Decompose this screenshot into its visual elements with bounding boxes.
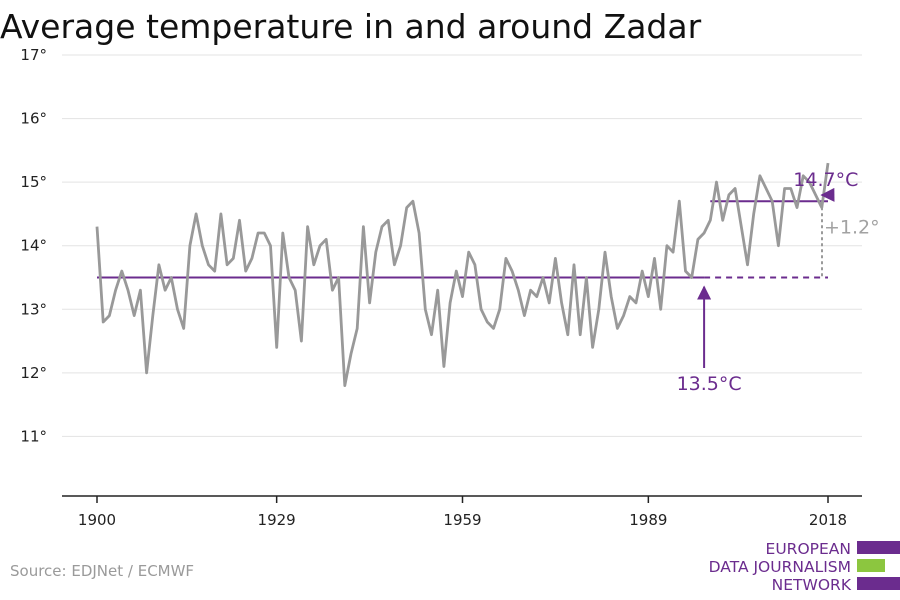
chart-title: Average temperature in and around Zadar xyxy=(0,7,702,46)
logo-bar-green xyxy=(857,559,885,572)
y-tick-label: 16° xyxy=(20,110,47,128)
y-axis-ticks: 11° 12° 13° 14° 15° 16° 17° xyxy=(20,46,47,445)
annotation-baseline-average: 13.5°C xyxy=(677,373,742,395)
y-tick-label: 15° xyxy=(20,173,47,191)
gridlines xyxy=(62,54,862,437)
edjnet-logo: EUROPEAN DATA JOURNALISM NETWORK xyxy=(709,540,900,594)
x-tick-label: 2018 xyxy=(809,511,847,529)
annotations: 14.7°C 13.5°C +1.2° xyxy=(677,169,880,395)
source-note: Source: EDJNet / ECMWF xyxy=(10,562,194,580)
x-tick-label: 1959 xyxy=(443,511,481,529)
x-tick-label: 1929 xyxy=(258,511,296,529)
annotation-difference: +1.2° xyxy=(824,216,880,238)
y-tick-label: 14° xyxy=(20,237,47,255)
logo-line-3: NETWORK xyxy=(772,576,852,594)
x-tick-label: 1989 xyxy=(629,511,667,529)
logo-line-2: DATA JOURNALISM xyxy=(709,558,851,576)
y-tick-label: 17° xyxy=(20,46,47,64)
x-tick-label: 1900 xyxy=(78,511,116,529)
logo-bar-purple-bottom xyxy=(857,577,900,590)
y-tick-label: 13° xyxy=(20,300,47,318)
annotation-recent-average: 14.7°C xyxy=(793,169,858,191)
x-axis-ticks: 1900 1929 1959 1989 2018 xyxy=(78,496,847,529)
y-tick-label: 11° xyxy=(20,427,47,445)
reference-lines xyxy=(97,200,828,279)
logo-line-1: EUROPEAN xyxy=(766,540,851,558)
temperature-series-line xyxy=(95,162,830,387)
logo-bar-purple-top xyxy=(857,541,900,554)
y-tick-label: 12° xyxy=(20,364,47,382)
